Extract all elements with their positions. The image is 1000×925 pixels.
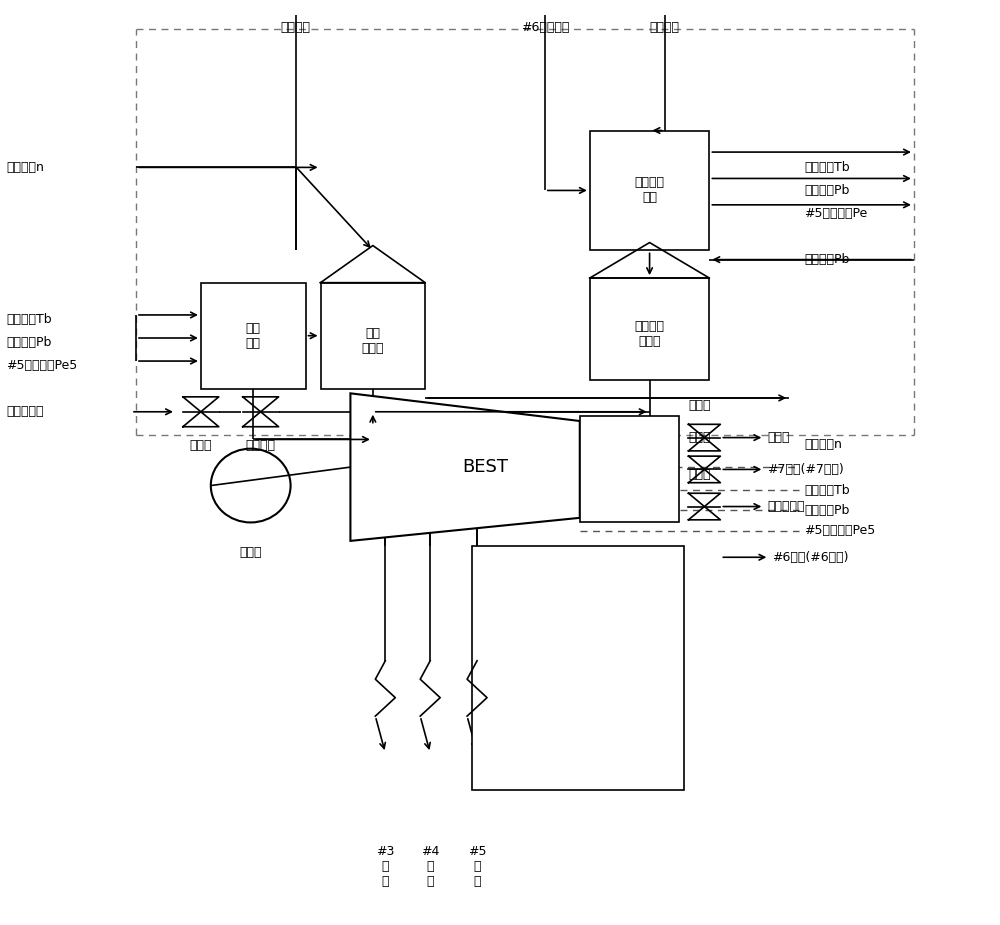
Text: 排汽压力Pb: 排汽压力Pb [804, 504, 850, 517]
Text: 通风阀: 通风阀 [688, 399, 711, 412]
Text: 实际转速n: 实际转速n [804, 438, 842, 450]
Text: #6低加切除: #6低加切除 [521, 20, 569, 33]
Bar [472, 546, 684, 790]
Text: #4
抽
汽: #4 抽 汽 [421, 845, 439, 888]
Text: 溢流阀: 溢流阀 [688, 431, 711, 444]
Text: #5抽汽压力Pe5: #5抽汽压力Pe5 [804, 524, 875, 537]
Text: 主汽门: 主汽门 [190, 439, 212, 452]
Text: 保护
系统: 保护 系统 [246, 322, 261, 350]
Text: 给水泵: 给水泵 [239, 546, 262, 559]
Text: #6抽汽(#6低加): #6抽汽(#6低加) [772, 550, 849, 563]
Text: 转速设定: 转速设定 [281, 20, 311, 33]
Text: #5抽汽压力Pe: #5抽汽压力Pe [804, 207, 867, 220]
Text: 转速
控制器: 转速 控制器 [362, 327, 384, 355]
Text: 排汽压力
设定: 排汽压力 设定 [635, 177, 665, 204]
Text: BEST: BEST [462, 458, 508, 476]
Text: #7抽汽(#7低加): #7抽汽(#7低加) [767, 462, 844, 476]
Text: 补汽阀: 补汽阀 [688, 468, 711, 481]
Text: 调节汽阀: 调节汽阀 [246, 439, 276, 452]
Text: 主机负荷: 主机负荷 [650, 20, 680, 33]
Text: 凝汽器: 凝汽器 [767, 431, 790, 444]
Text: 排汽压力Pb: 排汽压力Pb [6, 336, 52, 349]
Text: 排汽温度Tb: 排汽温度Tb [804, 161, 850, 174]
Text: #5抽汽压力Pe5: #5抽汽压力Pe5 [6, 359, 78, 372]
Bar [590, 130, 709, 251]
Text: 排汽压力
控制器: 排汽压力 控制器 [635, 320, 665, 348]
Text: #3
抽
汽: #3 抽 汽 [376, 845, 395, 888]
Text: 超高压排汽: 超高压排汽 [6, 405, 44, 418]
Text: 排汽温度Tb: 排汽温度Tb [6, 313, 52, 326]
Text: 排汽压力Pb: 排汽压力Pb [804, 253, 850, 266]
Bar [590, 278, 709, 379]
Text: 排汽压力Pb: 排汽压力Pb [804, 184, 850, 197]
Text: #5
抽
汽: #5 抽 汽 [468, 845, 486, 888]
Text: 主机抽汽来: 主机抽汽来 [767, 500, 805, 513]
Bar [580, 416, 679, 523]
Bar [320, 283, 425, 388]
Bar [201, 283, 306, 388]
Text: 实际转速n: 实际转速n [6, 161, 44, 174]
Text: 排汽温度Tb: 排汽温度Tb [804, 484, 850, 497]
Polygon shape [350, 393, 580, 541]
